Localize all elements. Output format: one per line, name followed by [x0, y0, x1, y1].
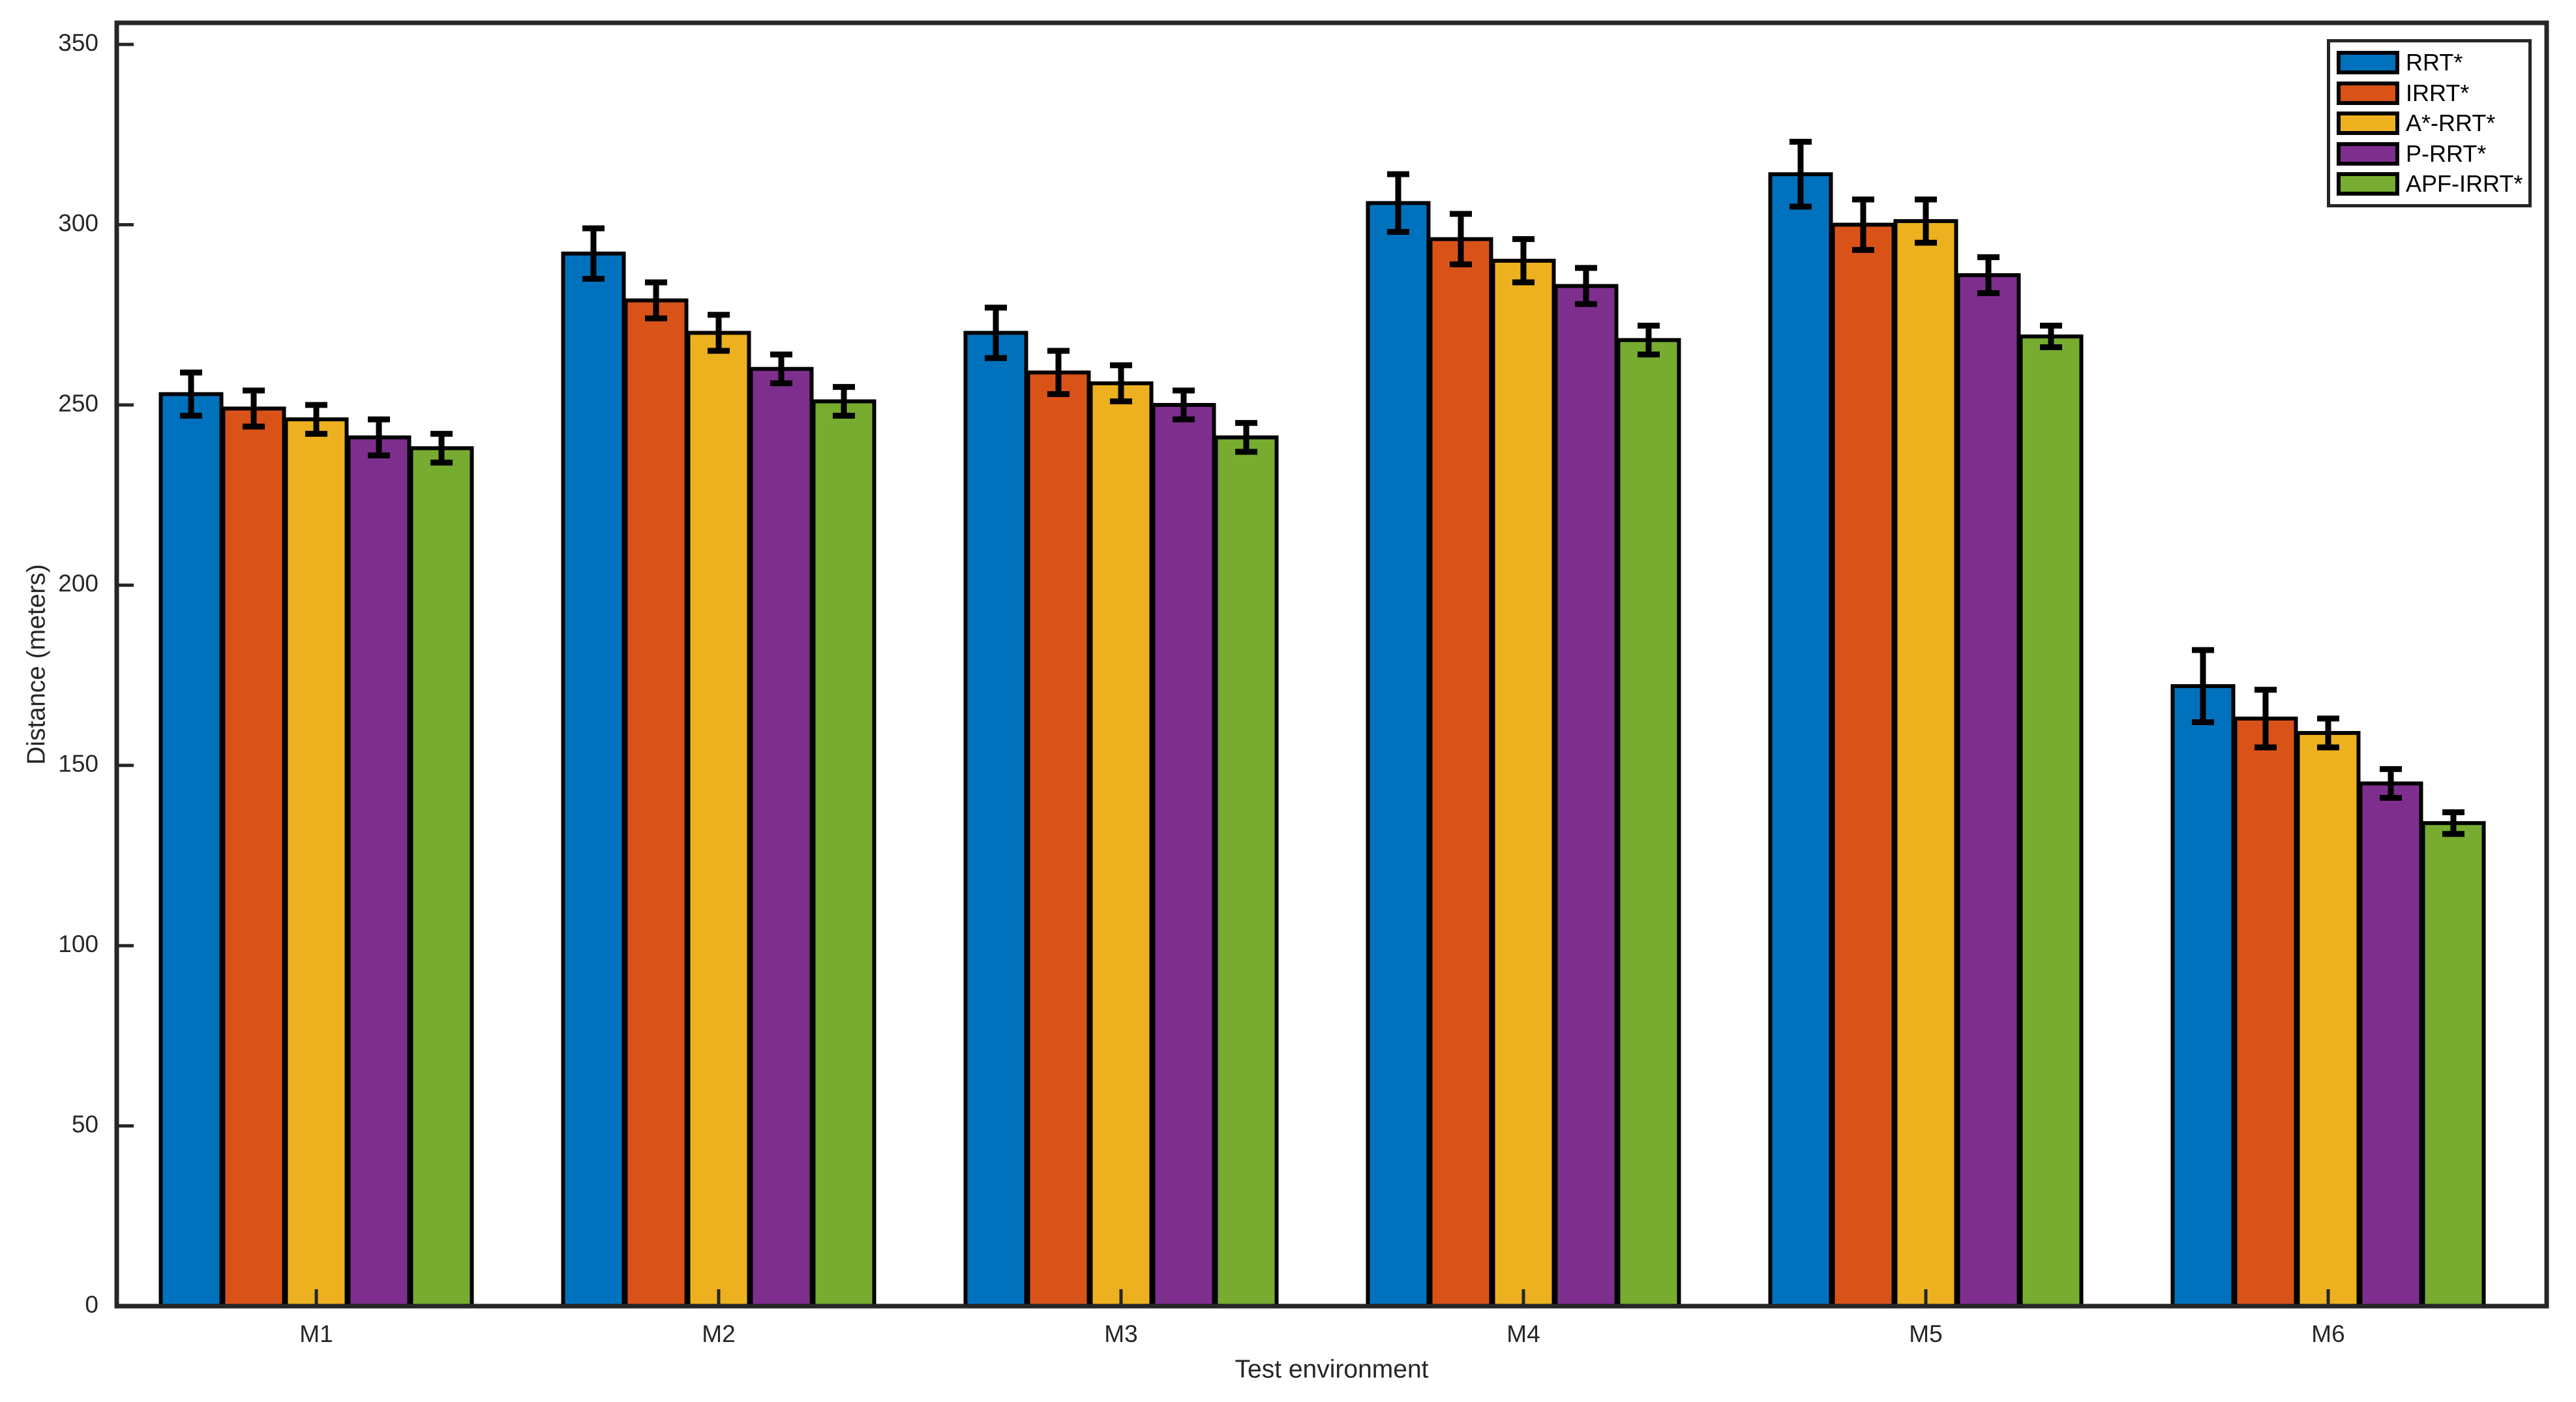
- bar-RRT*-M1: [158, 392, 224, 1308]
- bar-A*-RRT*-M6: [2296, 731, 2361, 1308]
- legend-swatch-P-RRT*: [2337, 142, 2399, 166]
- y-tick-label: 100: [58, 931, 98, 957]
- bar-IRRT*-M4: [1428, 237, 1493, 1308]
- errorbar-A*-RRT*-M4: [1512, 236, 1535, 286]
- errorbar-RRT*-M6: [2192, 647, 2214, 725]
- bar-APF-IRRT*-M5: [2018, 334, 2084, 1308]
- errorbar-APF-IRRT*-M6: [2442, 809, 2464, 837]
- errorbar-P-RRT*-M3: [1173, 387, 1195, 423]
- legend-entry-A*-RRT*: A*-RRT*: [2337, 109, 2522, 138]
- errorbar-A*-RRT*-M5: [1915, 196, 1937, 246]
- errorbar-APF-IRRT*-M1: [430, 430, 453, 466]
- legend-swatch-IRRT*: [2337, 81, 2399, 105]
- errorbar-RRT*-M3: [985, 305, 1007, 361]
- axes-box: [114, 20, 2549, 1309]
- x-tick-label: M2: [702, 1320, 735, 1347]
- legend-label: RRT*: [2406, 49, 2463, 76]
- y-tick-label: 50: [72, 1111, 98, 1137]
- y-tick-label: 0: [85, 1291, 98, 1318]
- errorbar-IRRT*-M5: [1852, 196, 1874, 253]
- errorbar-APF-IRRT*-M5: [2040, 322, 2062, 351]
- bar-APF-IRRT*-M2: [811, 399, 876, 1308]
- errorbar-APF-IRRT*-M4: [1638, 322, 1660, 358]
- y-tick-label: 300: [58, 209, 98, 236]
- bar-IRRT*-M2: [623, 298, 689, 1308]
- bar-P-RRT*-M3: [1151, 402, 1216, 1308]
- bar-A*-RRT*-M4: [1491, 258, 1556, 1309]
- errorbar-APF-IRRT*-M2: [833, 383, 855, 419]
- legend-label: APF-IRRT*: [2406, 170, 2523, 197]
- bar-APF-IRRT*-M3: [1214, 435, 1279, 1308]
- legend-entry-P-RRT*: P-RRT*: [2337, 140, 2522, 168]
- bar-RRT*-M5: [1768, 172, 1833, 1308]
- errorbar-P-RRT*-M1: [368, 416, 390, 458]
- legend-entry-APF-IRRT*: APF-IRRT*: [2337, 170, 2523, 198]
- bar-P-RRT*-M5: [1956, 273, 2021, 1308]
- legend-entry-IRRT*: IRRT*: [2337, 79, 2522, 108]
- bar-APF-IRRT*-M4: [1616, 338, 1681, 1308]
- errorbar-A*-RRT*-M3: [1110, 362, 1132, 404]
- legend-swatch-RRT*: [2337, 51, 2399, 74]
- x-tick-label: M3: [1104, 1320, 1137, 1347]
- errorbar-A*-RRT*-M6: [2317, 715, 2339, 751]
- legend-swatch-A*-RRT*: [2337, 112, 2399, 135]
- legend-label: IRRT*: [2406, 79, 2470, 106]
- bar-IRRT*-M5: [1831, 222, 1896, 1309]
- y-tick-label: 150: [58, 751, 98, 777]
- x-tick-label: M5: [1909, 1320, 1942, 1347]
- x-axis-title: Test environment: [1235, 1355, 1429, 1383]
- errorbar-P-RRT*-M2: [770, 351, 792, 387]
- bar-IRRT*-M1: [221, 406, 286, 1308]
- errorbar-RRT*-M2: [582, 225, 605, 282]
- bar-A*-RRT*-M3: [1088, 381, 1154, 1308]
- errorbar-P-RRT*-M5: [1977, 254, 1999, 297]
- errorbar-IRRT*-M4: [1450, 211, 1472, 267]
- bar-APF-IRRT*-M6: [2421, 821, 2486, 1308]
- bar-RRT*-M2: [561, 251, 626, 1309]
- errorbar-RRT*-M4: [1387, 171, 1409, 235]
- x-tick-label: M1: [299, 1320, 333, 1347]
- errorbar-P-RRT*-M4: [1575, 265, 1597, 307]
- bar-APF-IRRT*-M1: [409, 446, 474, 1309]
- bar-P-RRT*-M4: [1553, 284, 1619, 1309]
- bar-P-RRT*-M1: [346, 435, 412, 1308]
- errorbar-APF-IRRT*-M3: [1235, 420, 1257, 455]
- bar-A*-RRT*-M1: [284, 417, 349, 1309]
- bar-RRT*-M4: [1366, 201, 1431, 1308]
- errorbar-A*-RRT*-M2: [708, 312, 730, 354]
- legend-label: A*-RRT*: [2406, 110, 2496, 136]
- errorbar-IRRT*-M3: [1047, 348, 1070, 397]
- legend-swatch-APF-IRRT*: [2337, 172, 2399, 196]
- x-tick-label: M6: [2311, 1320, 2344, 1347]
- bar-RRT*-M3: [963, 331, 1028, 1308]
- bar-IRRT*-M6: [2233, 716, 2298, 1309]
- bar-IRRT*-M3: [1026, 370, 1091, 1308]
- y-tick-label: 250: [58, 390, 98, 417]
- errorbar-IRRT*-M2: [645, 279, 667, 321]
- legend-label: P-RRT*: [2406, 140, 2487, 167]
- errorbar-RRT*-M5: [1790, 138, 1812, 210]
- bar-P-RRT*-M6: [2358, 781, 2423, 1309]
- y-tick-label: 200: [58, 570, 98, 597]
- y-tick-label: 350: [58, 29, 98, 56]
- errorbar-P-RRT*-M6: [2380, 766, 2402, 801]
- y-axis-title: Distance (meters): [22, 564, 50, 765]
- legend-box: RRT* IRRT* A*-RRT* P-RRT* APF-IRRT*: [2327, 39, 2532, 207]
- bar-P-RRT*-M2: [749, 366, 814, 1308]
- legend-entry-RRT*: RRT*: [2337, 48, 2522, 77]
- errorbar-IRRT*-M6: [2254, 687, 2277, 751]
- x-tick-label: M4: [1506, 1320, 1540, 1347]
- bar-A*-RRT*-M5: [1893, 219, 1958, 1309]
- bar-RRT*-M6: [2170, 684, 2236, 1309]
- bar-A*-RRT*-M2: [686, 331, 751, 1308]
- errorbar-RRT*-M1: [180, 369, 202, 419]
- errorbar-IRRT*-M1: [243, 387, 265, 430]
- errorbar-A*-RRT*-M1: [305, 402, 327, 437]
